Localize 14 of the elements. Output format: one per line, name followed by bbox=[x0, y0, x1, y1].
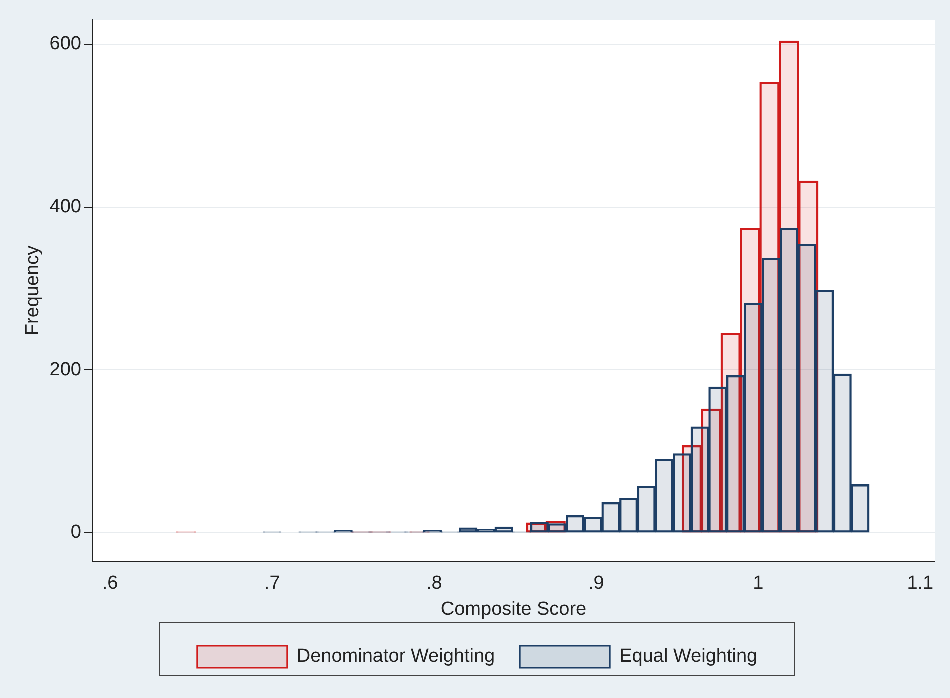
y-axis-title: Frequency bbox=[22, 245, 44, 336]
x-axis-title: Composite Score bbox=[440, 598, 587, 620]
x-tick-label: 1.1 bbox=[907, 573, 934, 594]
x-tick-label: .7 bbox=[264, 573, 280, 594]
y-tick-label: 0 bbox=[70, 522, 82, 544]
x-tick-label: 1 bbox=[753, 573, 764, 594]
y-tick-label: 400 bbox=[50, 196, 82, 218]
y-tick-label: 200 bbox=[50, 359, 82, 380]
x-tick-label: .8 bbox=[426, 573, 442, 594]
x-tick-label: .6 bbox=[102, 573, 118, 594]
x-tick-label: .9 bbox=[588, 573, 604, 594]
legend-label: Denominator Weighting bbox=[296, 646, 496, 668]
legend-label: Equal Weighting bbox=[620, 646, 758, 668]
y-tick-label: 600 bbox=[50, 34, 82, 55]
